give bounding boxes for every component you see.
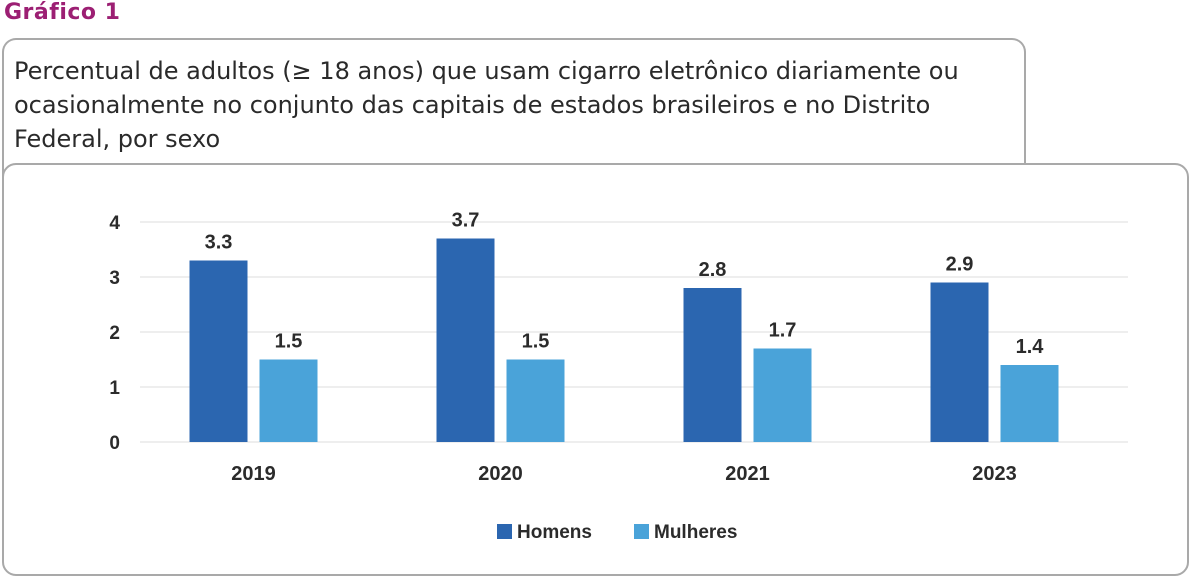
x-category-label-2019: 2019: [231, 463, 276, 485]
y-tick-label: 3: [109, 268, 120, 289]
value-label-homens-2023: 2.9: [946, 254, 974, 276]
bar-homens-2023: [930, 282, 989, 442]
bar-homens-2021: [683, 288, 742, 442]
legend-swatch-mulheres: [634, 524, 649, 539]
legend-label-mulheres: Mulheres: [654, 522, 737, 543]
y-tick-label: 0: [109, 433, 120, 454]
legend: Homens Mulheres: [497, 522, 737, 543]
value-labels: 3.3 1.5 3.7 1.5 2.8 1.7 2.9 1.4: [205, 210, 1045, 359]
bar-homens-2020: [436, 238, 495, 442]
x-category-label-2020: 2020: [478, 463, 523, 485]
x-category-label-2021: 2021: [725, 463, 770, 485]
x-category-label-2023: 2023: [972, 463, 1017, 485]
x-axis-categories: 2019 2020 2021 2023: [231, 463, 1017, 485]
bar-mulheres-2023: [1000, 365, 1059, 442]
bar-homens-2019: [189, 260, 248, 442]
bar-mulheres-2021: [753, 348, 812, 442]
chart-title: Percentual de adultos (≥ 18 anos) que us…: [14, 57, 959, 153]
y-tick-label: 1: [109, 378, 120, 399]
legend-label-homens: Homens: [517, 522, 592, 543]
value-label-homens-2021: 2.8: [699, 259, 727, 281]
value-label-mulheres-2019: 1.5: [275, 331, 303, 353]
bar-mulheres-2019: [259, 359, 318, 442]
y-axis-ticks: 0 1 2 3 4: [109, 213, 120, 454]
bars: [189, 238, 1059, 442]
legend-swatch-homens: [497, 524, 512, 539]
y-tick-label: 4: [109, 213, 120, 234]
y-tick-label: 2: [109, 323, 120, 344]
bar-mulheres-2020: [506, 359, 565, 442]
value-label-homens-2019: 3.3: [205, 232, 233, 254]
title-box: [2, 38, 1026, 178]
value-label-mulheres-2023: 1.4: [1016, 336, 1045, 358]
value-label-homens-2020: 3.7: [452, 210, 480, 232]
value-label-mulheres-2021: 1.7: [769, 320, 797, 342]
figure-label: Gráfico 1: [4, 0, 121, 25]
value-label-mulheres-2020: 1.5: [522, 331, 550, 353]
